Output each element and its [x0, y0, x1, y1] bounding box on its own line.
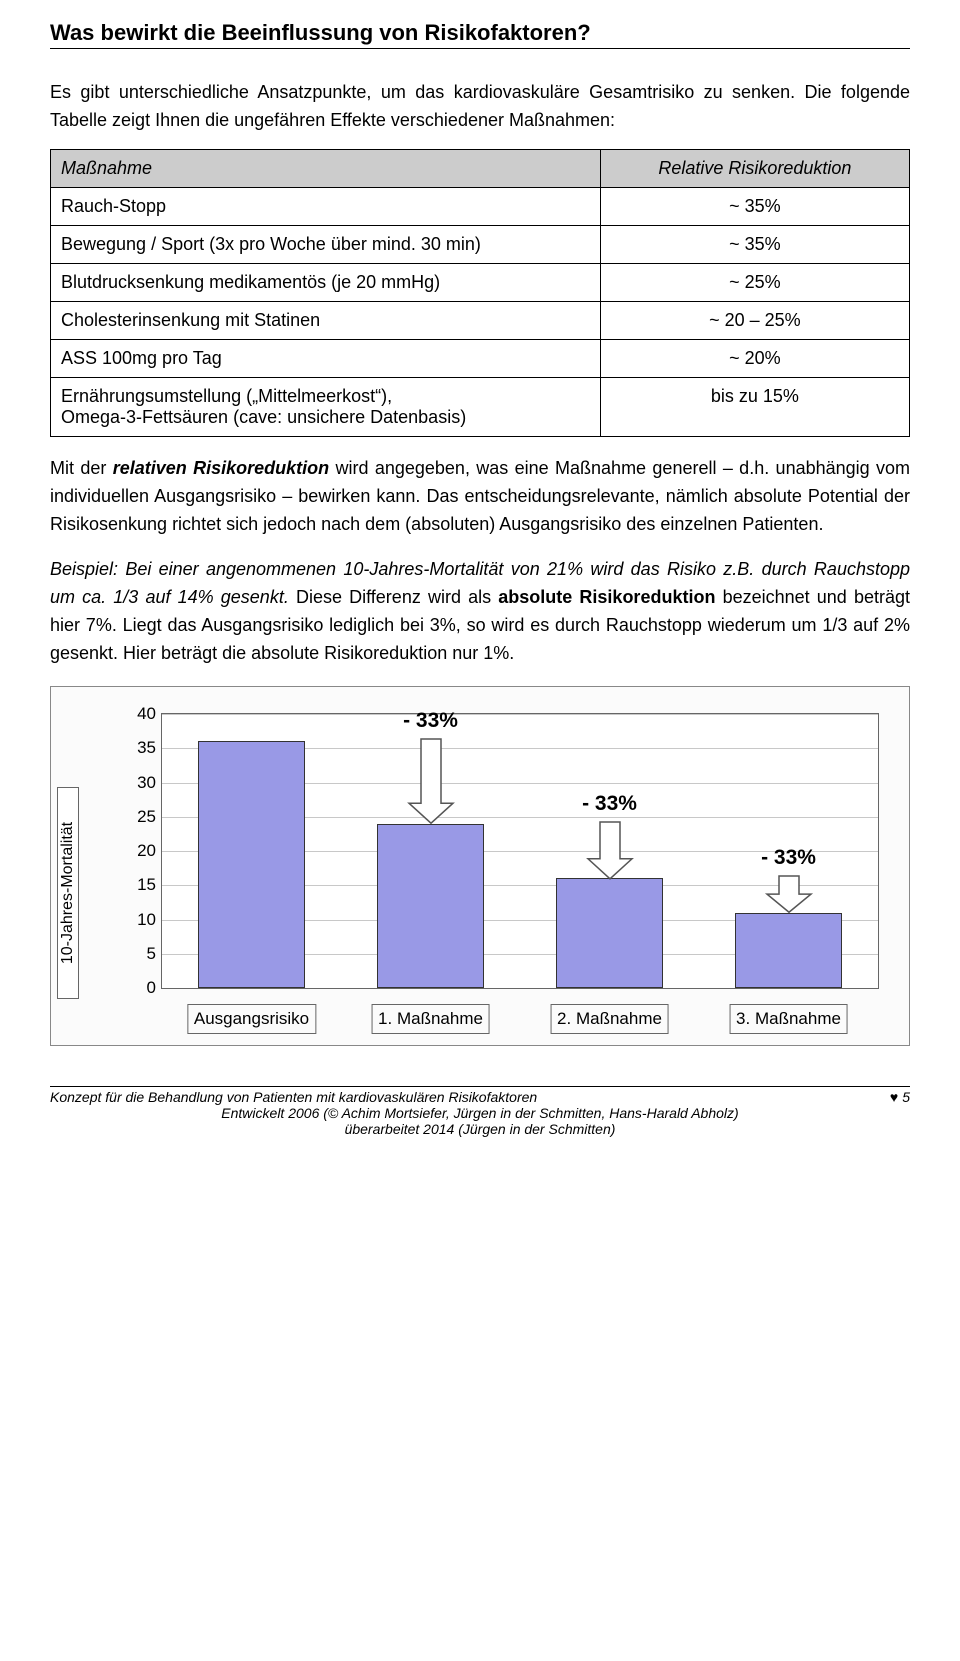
chart-bar [377, 824, 484, 988]
value-cell: bis zu 15% [600, 377, 909, 436]
y-tick-label: 10 [118, 910, 156, 930]
x-category-label: 1. Maßnahme [371, 1004, 490, 1034]
chart-bar [198, 741, 305, 988]
measure-cell: Bewegung / Sport (3x pro Woche über mind… [51, 225, 601, 263]
chart-plot-area: 0510152025303540Ausgangsrisiko1. Maßnahm… [161, 713, 879, 989]
table-row: Ernährungsumstellung („Mittelmeerkost“),… [51, 377, 910, 436]
y-axis-label: 10-Jahres-Mortalität [59, 822, 77, 964]
measure-cell: Ernährungsumstellung („Mittelmeerkost“),… [51, 377, 601, 436]
page-footer: Konzept für die Behandlung von Patienten… [50, 1089, 910, 1137]
measure-cell: Cholesterinsenkung mit Statinen [51, 301, 601, 339]
mortality-chart: 10-Jahres-Mortalität 0510152025303540Aus… [50, 686, 910, 1046]
y-tick-label: 20 [118, 841, 156, 861]
footer-line2: Entwickelt 2006 (© Achim Mortsiefer, Jür… [50, 1105, 910, 1121]
term-absolute: absolute Risikoreduktion [498, 587, 715, 607]
drop-arrow-label: - 33% [761, 846, 816, 870]
page-number: 5 [902, 1089, 910, 1105]
y-tick-label: 25 [118, 807, 156, 827]
table-row: ASS 100mg pro Tag~ 20% [51, 339, 910, 377]
x-category-label: 2. Maßnahme [550, 1004, 669, 1034]
down-arrow-icon [403, 737, 459, 825]
y-tick-label: 30 [118, 773, 156, 793]
y-tick-label: 35 [118, 738, 156, 758]
y-tick-label: 40 [118, 704, 156, 724]
footer-line3: überarbeitet 2014 (Jürgen in der Schmitt… [50, 1121, 910, 1137]
heart-icon: ♥ [890, 1089, 898, 1105]
measure-cell: Rauch-Stopp [51, 187, 601, 225]
value-cell: ~ 25% [600, 263, 909, 301]
value-cell: ~ 35% [600, 225, 909, 263]
table-row: Bewegung / Sport (3x pro Woche über mind… [51, 225, 910, 263]
table-row: Blutdrucksenkung medikamentös (je 20 mmH… [51, 263, 910, 301]
text: Mit der [50, 458, 113, 478]
y-axis-label-box: 10-Jahres-Mortalität [57, 787, 79, 999]
intro-paragraph: Es gibt unterschiedliche Ansatzpunkte, u… [50, 79, 910, 135]
value-cell: ~ 20% [600, 339, 909, 377]
table-head-left: Maßnahme [51, 149, 601, 187]
value-cell: ~ 20 – 25% [600, 301, 909, 339]
paragraph-relative: Mit der relativen Risikoreduktion wird a… [50, 455, 910, 539]
x-category-label: 3. Maßnahme [729, 1004, 848, 1034]
page-title: Was bewirkt die Beeinflussung von Risiko… [50, 20, 910, 49]
footer-title: Konzept für die Behandlung von Patienten… [50, 1089, 537, 1105]
measures-table: Maßnahme Relative Risikoreduktion Rauch-… [50, 149, 910, 437]
footer-page: ♥5 [890, 1089, 910, 1105]
drop-arrow: - 33% [761, 874, 817, 914]
chart-gridline [162, 714, 878, 715]
term-relative: relativen Risikoreduktion [113, 458, 329, 478]
drop-arrow-label: - 33% [403, 709, 458, 733]
drop-arrow-label: - 33% [582, 792, 637, 816]
measure-cell: ASS 100mg pro Tag [51, 339, 601, 377]
chart-bar [735, 913, 842, 988]
drop-arrow: - 33% [403, 737, 459, 825]
down-arrow-icon [582, 820, 638, 881]
chart-bar [556, 878, 663, 988]
table-row: Cholesterinsenkung mit Statinen~ 20 – 25… [51, 301, 910, 339]
table-row: Rauch-Stopp~ 35% [51, 187, 910, 225]
paragraph-example: Beispiel: Bei einer angenommenen 10-Jahr… [50, 556, 910, 668]
table-head-right: Relative Risikoreduktion [600, 149, 909, 187]
x-category-label: Ausgangsrisiko [187, 1004, 316, 1034]
measure-cell: Blutdrucksenkung medikamentös (je 20 mmH… [51, 263, 601, 301]
footer-rule [50, 1086, 910, 1087]
value-cell: ~ 35% [600, 187, 909, 225]
y-tick-label: 15 [118, 875, 156, 895]
y-tick-label: 0 [118, 978, 156, 998]
down-arrow-icon [761, 874, 817, 914]
drop-arrow: - 33% [582, 820, 638, 881]
text: Diese Differenz wird als [289, 587, 498, 607]
y-tick-label: 5 [118, 944, 156, 964]
